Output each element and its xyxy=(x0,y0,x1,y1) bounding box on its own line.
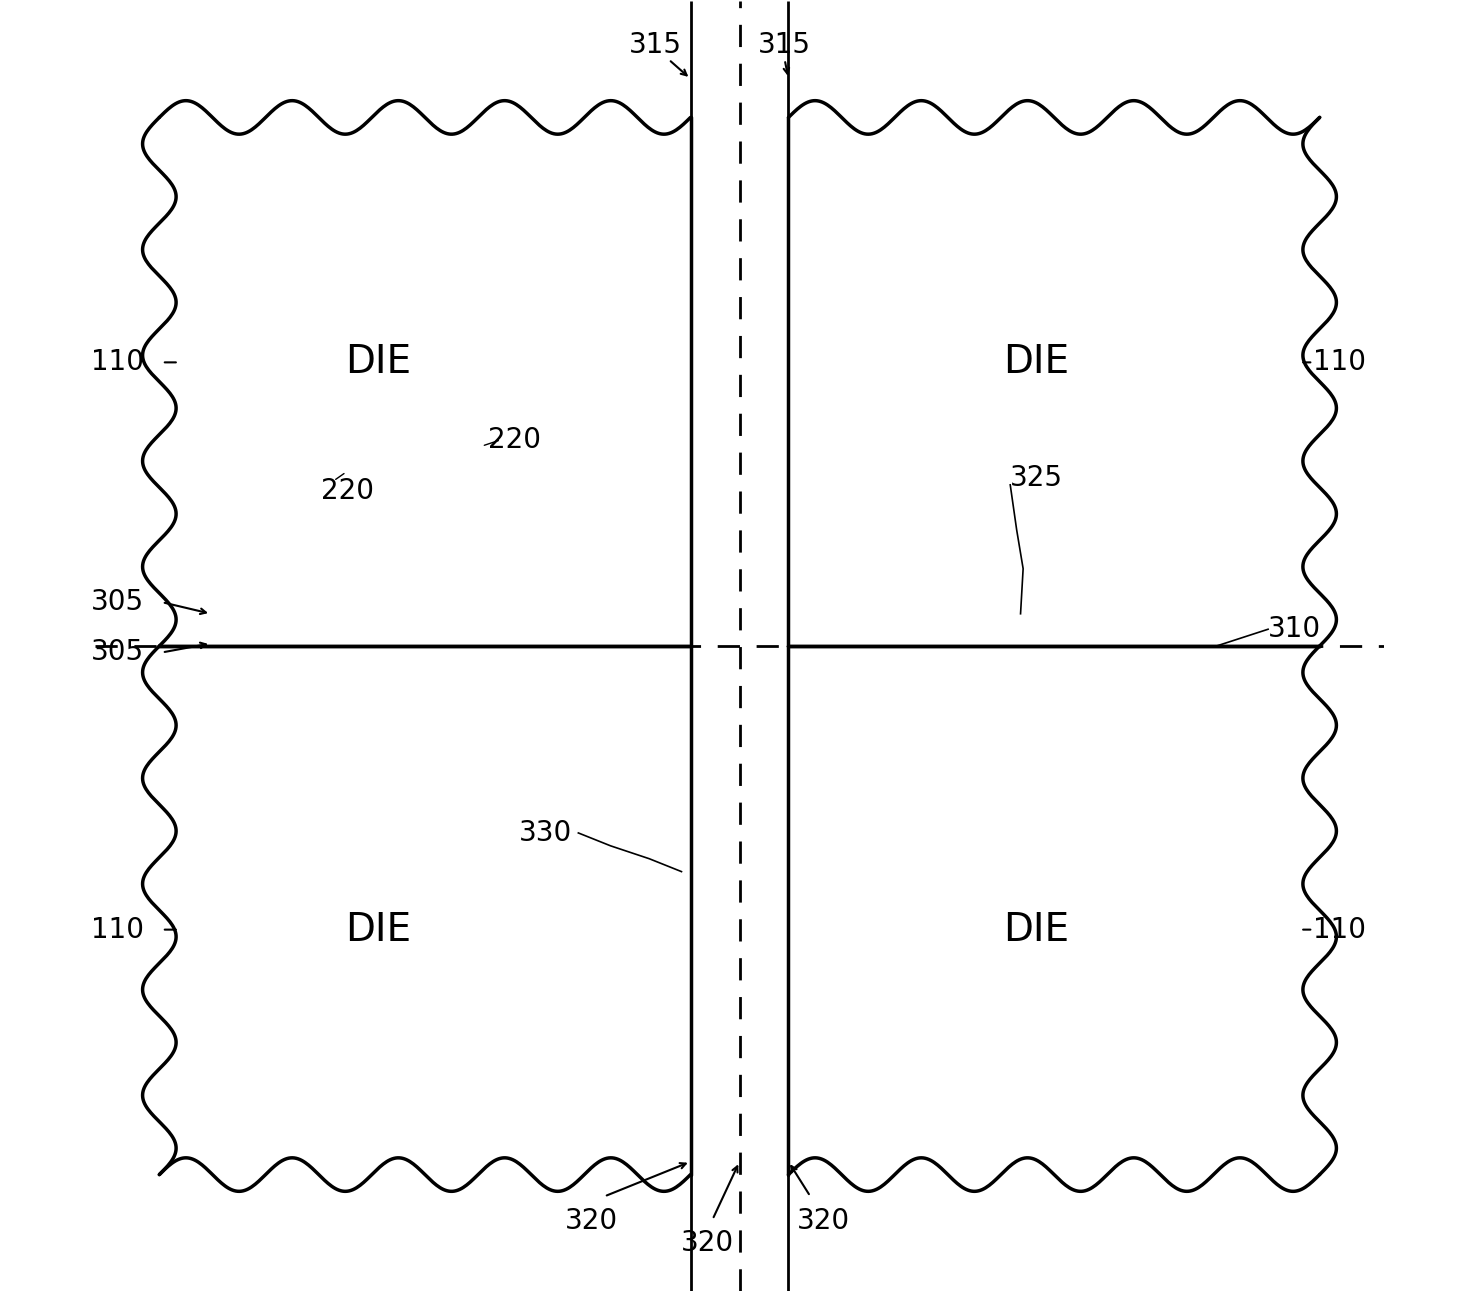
Text: 320: 320 xyxy=(797,1207,850,1235)
Text: DIE: DIE xyxy=(346,911,411,948)
Text: 305: 305 xyxy=(90,638,143,667)
Text: 305: 305 xyxy=(90,588,143,616)
Text: 110: 110 xyxy=(1313,916,1367,943)
Text: 310: 310 xyxy=(1268,615,1321,643)
Text: 320: 320 xyxy=(565,1207,618,1235)
Text: DIE: DIE xyxy=(1003,344,1069,381)
Text: DIE: DIE xyxy=(346,344,411,381)
Text: 315: 315 xyxy=(629,31,682,59)
Text: 325: 325 xyxy=(1010,464,1063,492)
Text: 110: 110 xyxy=(90,349,143,376)
Text: DIE: DIE xyxy=(1003,911,1069,948)
Text: 110: 110 xyxy=(90,916,143,943)
Text: 110: 110 xyxy=(1313,349,1367,376)
Text: 320: 320 xyxy=(680,1229,734,1257)
Text: 220: 220 xyxy=(321,477,374,505)
Text: 315: 315 xyxy=(759,31,810,59)
Text: 220: 220 xyxy=(488,426,541,453)
Text: 330: 330 xyxy=(519,819,572,848)
